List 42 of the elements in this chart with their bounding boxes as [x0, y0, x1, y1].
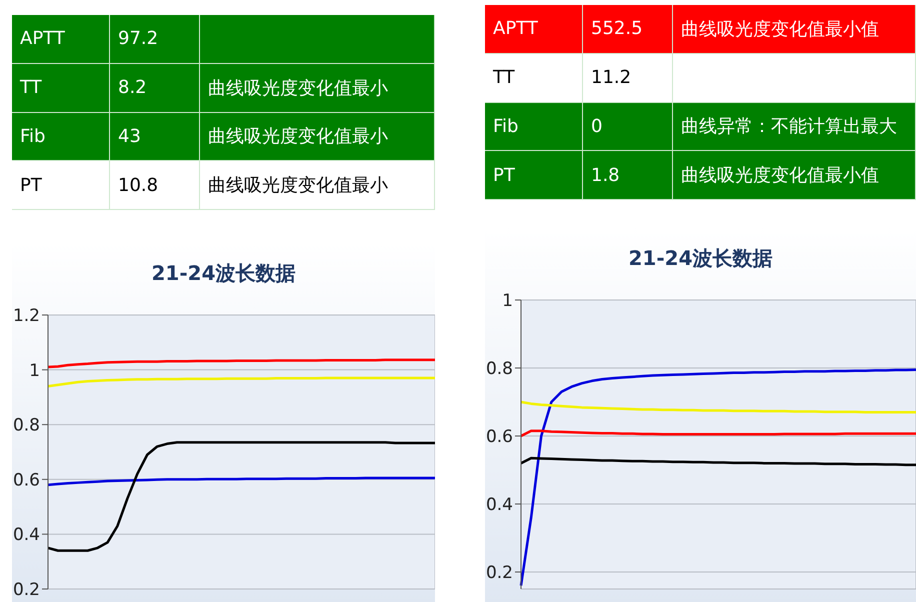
line-series	[520, 400, 916, 414]
line-series	[520, 456, 916, 466]
category-label: APTT	[493, 18, 538, 40]
line-series	[46, 441, 435, 552]
line-series	[46, 358, 435, 368]
data-label: 0	[591, 116, 602, 137]
line-series	[520, 368, 916, 587]
text: 曲线吸光度变化值最小值	[681, 18, 879, 40]
category-label: TT	[20, 77, 42, 98]
category-label: PT	[20, 174, 42, 196]
category-label: PT	[493, 164, 515, 186]
data-label: 11.2	[591, 67, 632, 88]
category-label: TT	[493, 67, 515, 88]
y-tick-label: 0.4	[12, 525, 40, 546]
category-label: Fib	[20, 126, 46, 147]
y-tick-label: 0.2	[486, 563, 513, 584]
data-label: 552.5	[591, 18, 643, 40]
y-tick-label: 0.8	[12, 416, 40, 436]
y-tick-label: 1.2	[12, 306, 40, 326]
chart-title: 21-24波长数据	[628, 245, 774, 272]
category-label: APTT	[20, 28, 65, 50]
data-label: 43	[118, 126, 141, 147]
y-tick-label: 1	[502, 291, 513, 312]
data-label: 10.8	[118, 174, 158, 196]
y-tick-label: 1	[29, 360, 40, 381]
text: 曲线吸光度变化值最小	[208, 175, 388, 196]
y-tick-label: 0.6	[486, 427, 513, 448]
data-label: 1.8	[591, 164, 620, 186]
y-tick-label: 0.8	[486, 359, 513, 380]
text: 曲线吸光度变化值最小	[208, 78, 388, 99]
text: 曲线异常：不能计算出最大	[681, 116, 897, 138]
text: 曲线吸光度变化值最小值	[681, 165, 879, 186]
category-label: Fib	[493, 116, 518, 137]
y-tick-label: 0.4	[486, 495, 513, 516]
text: 曲线吸光度变化值最小	[208, 126, 388, 148]
y-tick-label: 0.6	[12, 470, 40, 490]
y-tick-label: 0.2	[12, 580, 40, 600]
chart-title: 21-24波长数据	[150, 260, 296, 287]
data-label: 97.2	[118, 28, 158, 50]
data-label: 8.2	[118, 77, 147, 98]
line-series	[46, 476, 435, 486]
line-series	[46, 376, 435, 388]
